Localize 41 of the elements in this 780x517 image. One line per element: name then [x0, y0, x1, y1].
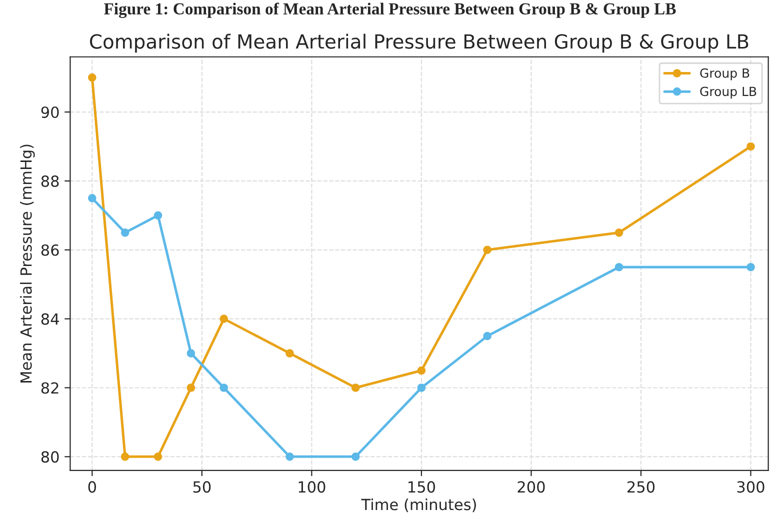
y-tick-label: 84: [41, 313, 59, 325]
point: [120, 452, 130, 461]
point: [746, 262, 755, 272]
y-tick-label: 86: [41, 244, 59, 256]
point: [186, 384, 196, 392]
point: [88, 73, 96, 82]
point: [120, 228, 130, 237]
x-tick-label: 300: [737, 481, 764, 493]
caption: Figure 1: Comparison of Mean Arterial Pressure Between Group B & Group LB: [104, 2, 676, 18]
chart-title: Comparison of Mean Arterial Pressure Between Group B & Group LB: [90, 34, 748, 53]
point: [351, 384, 360, 392]
point: [351, 452, 360, 461]
point: [417, 366, 426, 375]
x-tick-label: 250: [628, 481, 655, 493]
point: [483, 332, 492, 340]
legend-label: Group B: [700, 68, 750, 80]
x-tick-label: 200: [518, 481, 545, 493]
point: [614, 228, 624, 237]
point: [220, 314, 228, 323]
y-tick-label: 82: [41, 382, 58, 394]
x-axis-title: Time (minutes): [361, 498, 476, 512]
x-tick-label: 100: [298, 481, 326, 493]
point: [483, 246, 492, 254]
point: [746, 142, 755, 151]
y-tick-label: 90: [41, 106, 59, 118]
x-tick-label: 150: [408, 481, 436, 493]
legend-label: Group LB: [700, 86, 756, 99]
x-tick-label: 50: [193, 481, 211, 493]
point: [186, 349, 196, 358]
point: [417, 384, 426, 392]
point: [286, 452, 294, 461]
y-tick-label: 80: [41, 451, 59, 463]
point: [88, 194, 96, 202]
point: [154, 211, 162, 220]
point: [154, 452, 162, 461]
point: [220, 384, 228, 392]
y-tick-label: 88: [41, 175, 59, 187]
x-tick-label: 0: [88, 481, 96, 493]
y-axis-title: Mean Arterial Pressure (mmHg): [20, 144, 35, 382]
point: [286, 349, 294, 358]
point: [614, 262, 624, 272]
